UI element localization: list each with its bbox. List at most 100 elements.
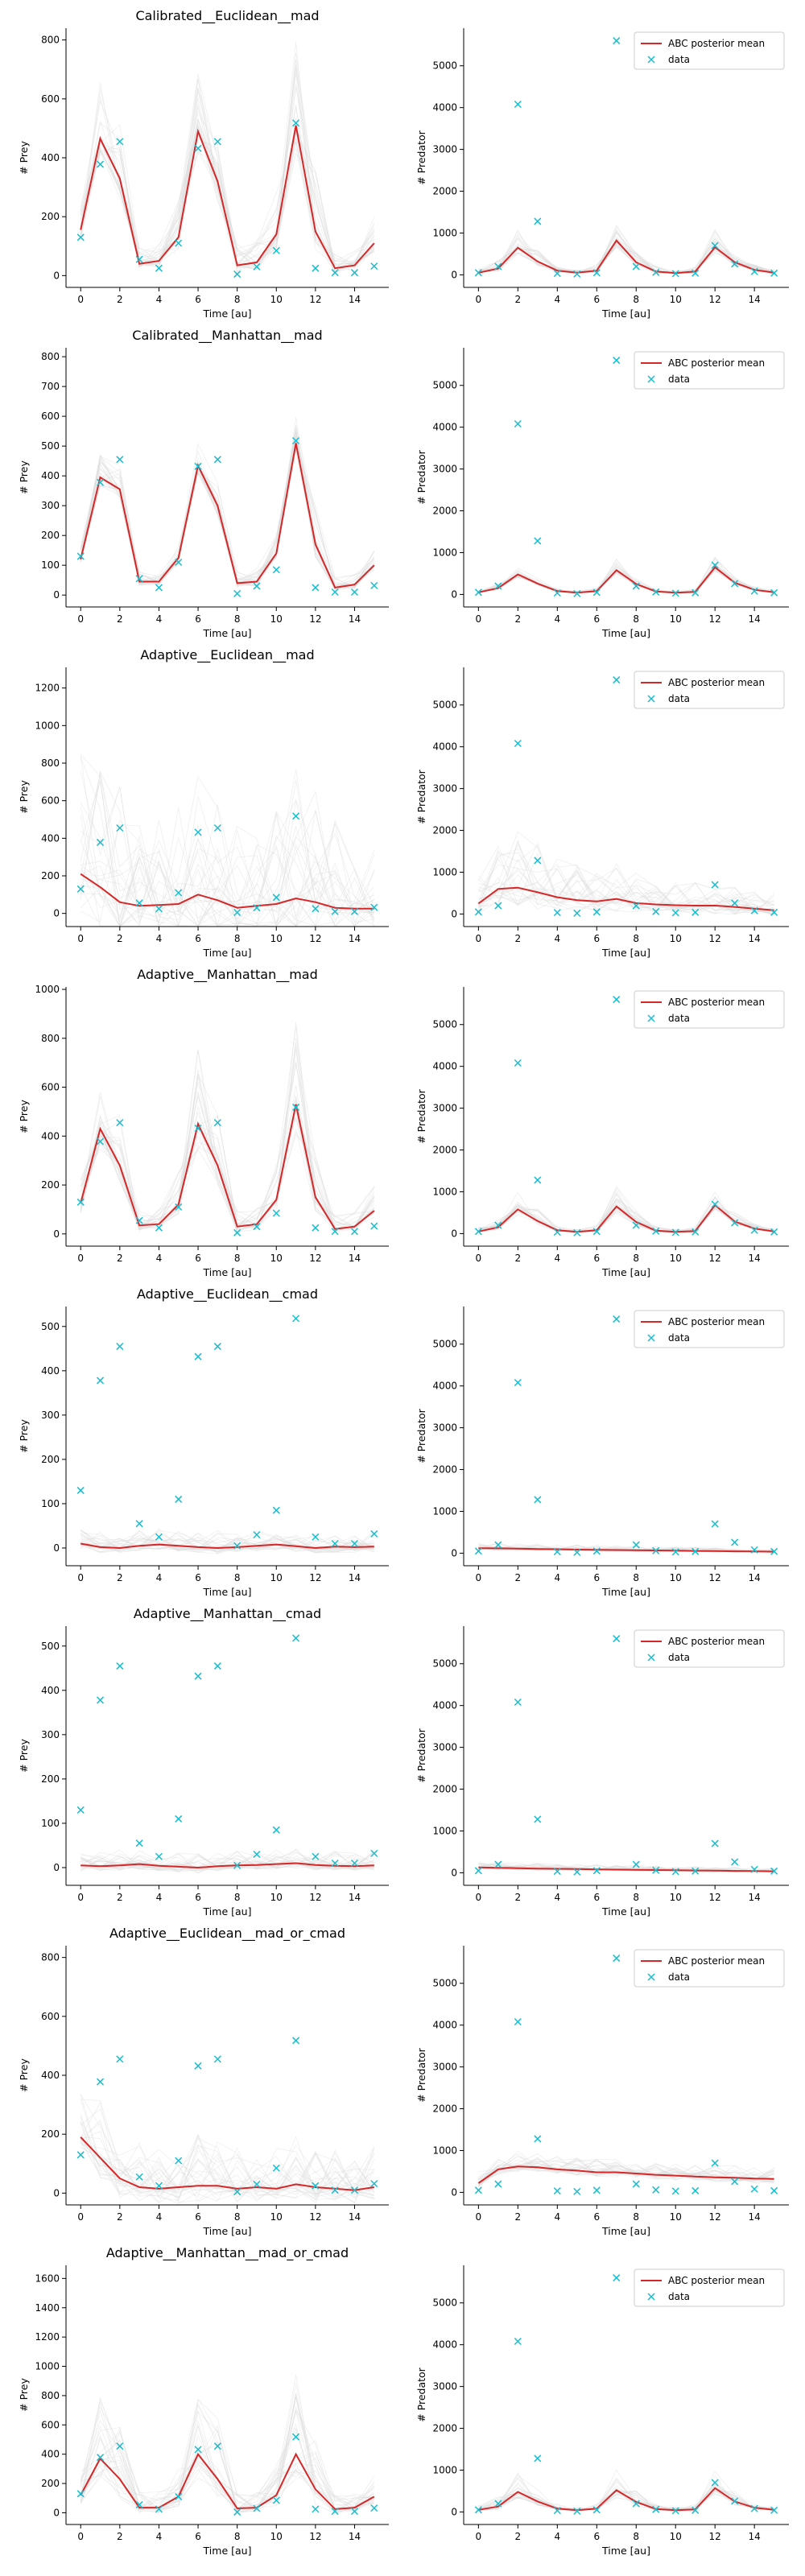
trajectory-line <box>80 1850 374 1870</box>
posterior-mean-line <box>80 2136 374 2191</box>
y-tick-label: 4000 <box>432 422 457 433</box>
data-point <box>632 2500 640 2508</box>
y-tick-label: 3000 <box>432 464 457 475</box>
data-point <box>652 2505 660 2513</box>
trajectory-line <box>80 2099 375 2204</box>
data-point <box>135 1520 143 1528</box>
trajectory-line <box>80 2147 374 2201</box>
trajectory-line <box>80 1103 375 1231</box>
data-point <box>155 2182 163 2190</box>
data-point <box>194 144 202 152</box>
y-tick-label: 400 <box>41 152 60 163</box>
trajectory-line <box>80 1094 375 1231</box>
data-point <box>613 1955 621 1963</box>
posterior-mean-line <box>477 2165 774 2184</box>
y-tick-label: 5000 <box>432 1339 457 1350</box>
data-point <box>671 2507 679 2515</box>
x-tick-label: 6 <box>593 1572 600 1583</box>
y-tick-label: 1000 <box>432 2464 457 2475</box>
y-tick-label: 2000 <box>432 1784 457 1795</box>
data-point <box>96 838 105 847</box>
trajectory-line <box>80 1063 375 1230</box>
legend-label-data: data <box>668 693 690 704</box>
trajectory-line <box>478 1195 774 1233</box>
data-point <box>312 2182 320 2190</box>
data-point <box>750 1226 758 1234</box>
data-point <box>691 1867 700 1875</box>
legend-swatch-data <box>647 375 655 383</box>
data-point <box>76 552 85 560</box>
y-tick-label: 400 <box>41 1685 60 1696</box>
trajectory-line <box>478 559 774 593</box>
x-tick-label: 2 <box>515 2211 522 2223</box>
y-tick-label: 400 <box>41 1365 60 1377</box>
y-tick-label: 0 <box>451 2186 457 2198</box>
trajectory-line <box>478 569 774 593</box>
x-tick-label: 14 <box>349 933 361 944</box>
posterior-mean-line <box>80 2452 375 2510</box>
y-tick-label: 0 <box>451 1547 457 1558</box>
trajectory-line <box>478 2481 774 2512</box>
trajectory-line <box>478 235 774 275</box>
y-tick-label: 0 <box>53 2187 60 2198</box>
trajectory-line <box>80 845 375 927</box>
data-point <box>76 2151 85 2159</box>
x-tick-label: 6 <box>593 294 600 305</box>
data-point <box>731 1858 739 1866</box>
trajectory-line <box>80 807 374 927</box>
trajectory-line <box>80 2137 374 2200</box>
posterior-mean-line <box>80 1104 375 1230</box>
data-point <box>731 899 739 907</box>
y-tick-label: 1200 <box>35 683 60 694</box>
trajectory-line <box>478 864 774 911</box>
trajectory-line <box>80 2138 375 2204</box>
data-point <box>331 1859 339 1868</box>
y-tick-label: 300 <box>41 1729 60 1740</box>
x-tick-label: 12 <box>309 2211 321 2223</box>
trajectory-line <box>80 2405 374 2512</box>
trajectory-line <box>80 2119 374 2199</box>
trajectory-line <box>478 230 774 275</box>
data-point <box>613 1315 621 1323</box>
trajectory-line <box>80 1853 374 1872</box>
trajectory-line <box>478 2490 774 2512</box>
posterior-mean-line <box>80 873 374 910</box>
trajectory-line <box>80 2099 375 2202</box>
y-tick-label: 5000 <box>432 700 457 711</box>
trajectory-line <box>478 2160 774 2186</box>
legend-swatch-data <box>647 2293 655 2301</box>
data-point <box>534 2135 542 2143</box>
y-tick-label: 200 <box>41 2128 60 2140</box>
x-tick-label: 14 <box>749 1572 761 1583</box>
data-point <box>731 1538 739 1546</box>
data-point <box>233 908 242 917</box>
data-point <box>331 2186 339 2194</box>
posterior-trajectories <box>478 831 774 916</box>
y-tick-label: 800 <box>41 1033 60 1044</box>
trajectory-line <box>80 2393 374 2514</box>
trajectory-line <box>478 867 774 914</box>
x-tick-label: 14 <box>349 2211 361 2223</box>
data-point <box>253 262 261 270</box>
data-point <box>116 2055 124 2063</box>
trajectory-line <box>80 1854 374 1870</box>
data-point <box>750 1546 758 1554</box>
x-tick-label: 2 <box>117 613 123 625</box>
x-axis-label: Time [au] <box>601 947 650 959</box>
x-tick-label: 2 <box>515 294 522 305</box>
data-point <box>331 1228 339 1236</box>
trajectory-line <box>80 2137 374 2198</box>
legend-swatch-data <box>647 1973 655 1981</box>
data-point <box>553 1868 561 1876</box>
data-point <box>494 902 502 910</box>
data-point <box>671 589 679 597</box>
data-point <box>272 1506 280 1514</box>
y-tick-label: 3000 <box>432 2381 457 2392</box>
trajectory-line <box>80 1063 375 1232</box>
data-point <box>592 2186 601 2194</box>
trajectory-line <box>478 868 774 914</box>
data-point <box>155 905 163 913</box>
y-tick-label: 400 <box>41 1130 60 1141</box>
data-point <box>233 270 242 279</box>
data-point <box>534 1815 542 1823</box>
